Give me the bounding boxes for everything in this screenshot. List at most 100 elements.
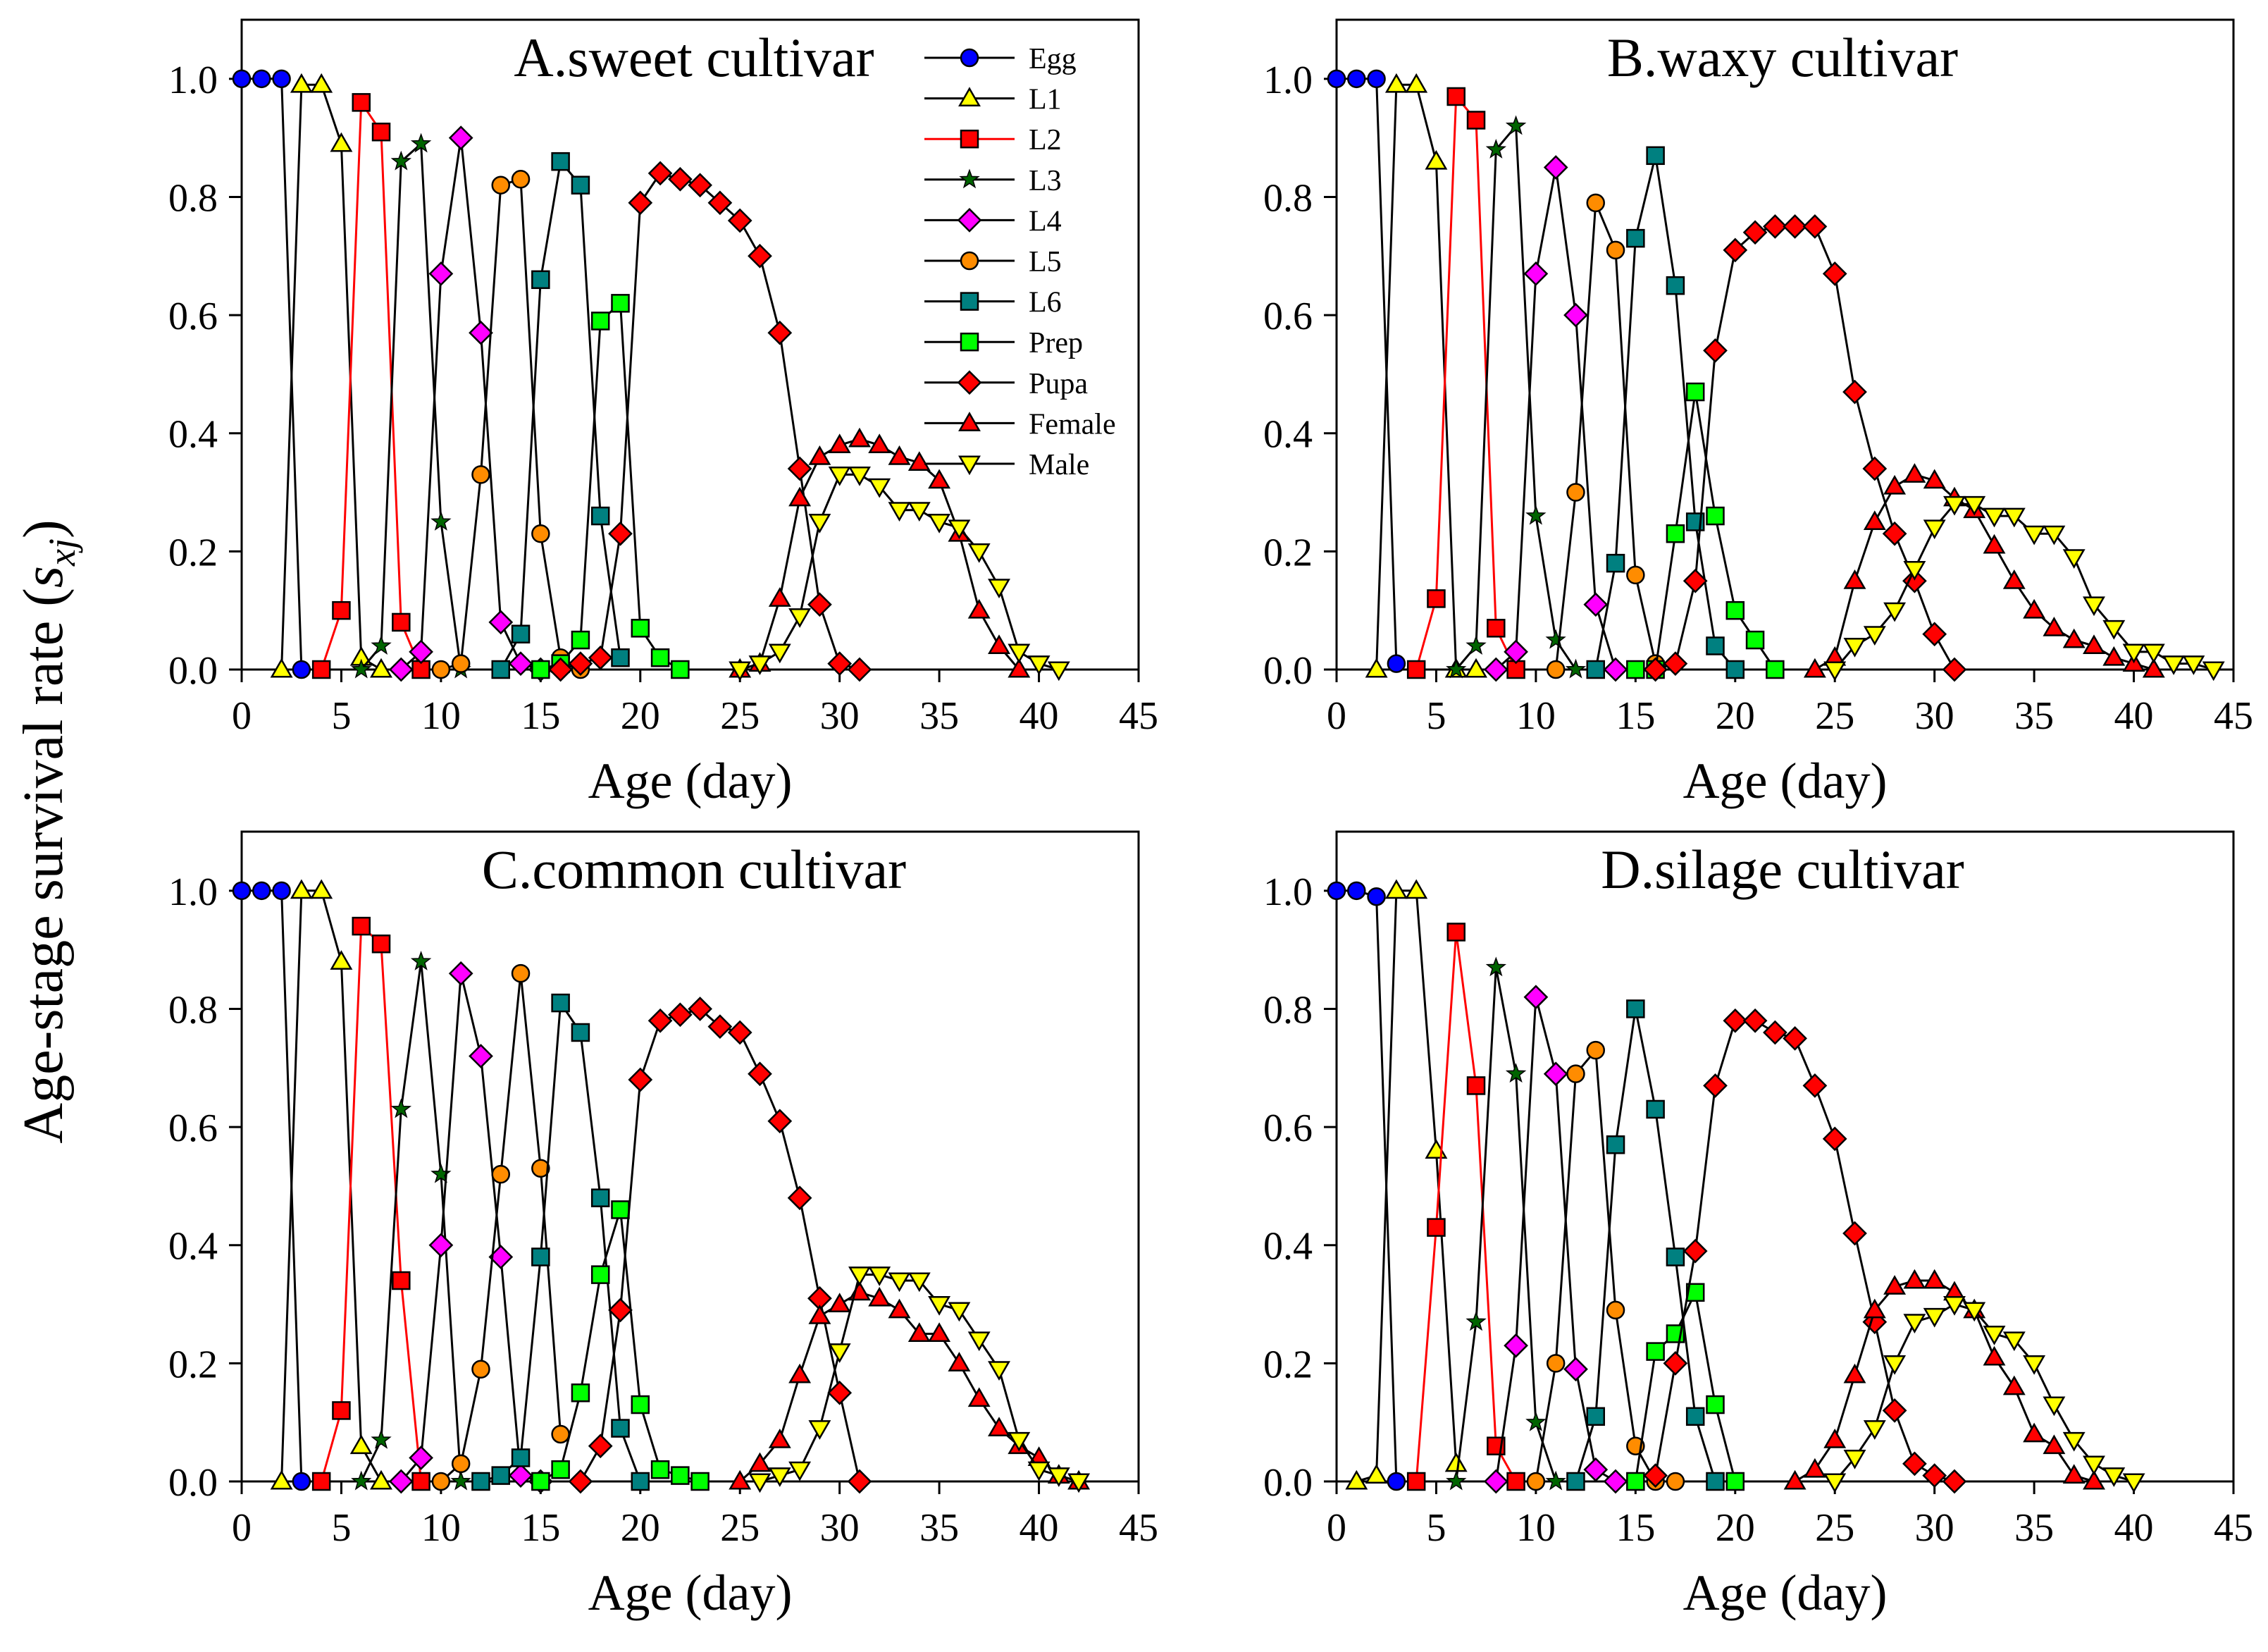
data-point xyxy=(988,634,1010,654)
data-point xyxy=(491,1164,511,1184)
data-point xyxy=(371,935,391,954)
data-point xyxy=(1802,214,1828,239)
data-point xyxy=(928,1296,951,1316)
data-point xyxy=(1706,1472,1725,1491)
data-point xyxy=(788,1363,812,1383)
data-point xyxy=(1666,1472,1685,1491)
data-point xyxy=(967,1331,991,1352)
data-point xyxy=(611,1200,630,1219)
data-point xyxy=(1923,1269,1946,1289)
legend-label: Male xyxy=(1029,449,1089,481)
legend-label: L3 xyxy=(1029,165,1062,197)
data-point xyxy=(1766,660,1785,679)
data-point xyxy=(2002,1375,2026,1395)
legend-label: L5 xyxy=(1029,246,1062,278)
data-point xyxy=(571,1383,590,1403)
data-point xyxy=(988,1417,1010,1437)
data-point xyxy=(788,608,812,628)
x-tick-label: 15 xyxy=(1616,1506,1655,1550)
data-point xyxy=(768,1467,791,1487)
data-point xyxy=(1406,1472,1426,1491)
data-point xyxy=(531,270,550,290)
x-tick-label: 30 xyxy=(820,1506,860,1550)
data-point xyxy=(1523,985,1549,1010)
data-point xyxy=(252,69,271,89)
data-point xyxy=(511,624,531,643)
series-prep xyxy=(1626,382,1785,679)
data-point xyxy=(748,243,772,269)
data-point xyxy=(1983,507,2006,528)
data-point xyxy=(788,486,812,507)
data-point xyxy=(1725,660,1745,679)
x-tick-label: 15 xyxy=(521,694,560,738)
data-point xyxy=(371,1429,392,1449)
data-point xyxy=(1543,155,1568,180)
x-tick-label: 15 xyxy=(521,1506,560,1550)
x-tick-label: 25 xyxy=(720,694,760,738)
plot-frame xyxy=(1335,830,2235,1483)
y-tick-label: 0.4 xyxy=(1263,413,1313,457)
data-point xyxy=(1646,146,1665,166)
legend-label: L1 xyxy=(1029,84,1062,116)
data-point xyxy=(1387,1472,1406,1491)
x-tick-label: 20 xyxy=(1716,1506,1755,1550)
data-point xyxy=(332,600,351,620)
data-point xyxy=(2102,646,2126,666)
data-point xyxy=(1802,1073,1828,1098)
y-tick-label: 0.2 xyxy=(1263,531,1313,574)
data-point xyxy=(531,660,550,679)
data-point xyxy=(808,514,831,534)
data-point xyxy=(647,1008,673,1033)
data-point xyxy=(1485,139,1507,159)
data-point xyxy=(1504,1333,1528,1358)
data-point xyxy=(1586,1040,1606,1060)
series-prep xyxy=(1626,1283,1745,1491)
y-tick-label: 0.0 xyxy=(1263,1461,1313,1505)
data-point xyxy=(1027,1461,1051,1481)
data-point xyxy=(631,1472,650,1491)
panel-title: A.sweet cultivar xyxy=(514,27,874,88)
data-point xyxy=(410,132,432,153)
data-point xyxy=(690,1472,709,1491)
legend: Egg L1 L2 L3 L4 L5 L6 Prep Pupa Female Male xyxy=(924,43,1116,481)
chart-panel-3: 0 5 10 15 20 25 30 35 40 45 0.0 0.2 0.4 0.6 0.8 1.0 Age … xyxy=(168,830,1158,1621)
panel-title: D.silage cultivar xyxy=(1601,839,1964,900)
data-point xyxy=(868,1286,891,1307)
data-point xyxy=(1444,1452,1468,1472)
x-tick-label: 45 xyxy=(1119,694,1158,738)
series-line xyxy=(1375,83,1476,671)
data-point xyxy=(1943,1296,1966,1316)
data-point xyxy=(848,1266,871,1286)
x-tick-label: 25 xyxy=(1815,1506,1854,1550)
data-point xyxy=(232,69,252,89)
data-point xyxy=(531,1247,550,1266)
data-point xyxy=(767,1109,793,1134)
data-point xyxy=(471,465,490,484)
data-point xyxy=(1465,658,1487,678)
data-point xyxy=(668,166,693,192)
series-l3 xyxy=(351,951,471,1491)
data-point xyxy=(1027,655,1051,675)
legend-item-l2: L2 xyxy=(924,124,1062,156)
series-line xyxy=(1634,1288,1737,1482)
x-tick-label: 45 xyxy=(1119,1506,1158,1550)
data-point xyxy=(1427,589,1446,608)
data-point xyxy=(1742,1008,1768,1033)
data-point xyxy=(1586,1407,1606,1426)
x-tick-label: 15 xyxy=(1616,694,1655,738)
legend-item-l4: L4 xyxy=(924,205,1062,238)
series-male xyxy=(748,1266,1091,1493)
data-point xyxy=(1525,1411,1547,1431)
series-line xyxy=(560,172,860,671)
data-point xyxy=(531,1472,550,1491)
data-point xyxy=(448,125,473,150)
data-point xyxy=(1823,661,1847,682)
data-point xyxy=(1566,1064,1585,1083)
data-point xyxy=(650,648,670,667)
data-point xyxy=(1427,1218,1446,1237)
data-point xyxy=(1008,643,1031,664)
x-tick-label: 10 xyxy=(421,694,461,738)
data-point xyxy=(1365,658,1388,678)
data-point xyxy=(988,1361,1010,1381)
data-point xyxy=(1565,658,1587,679)
